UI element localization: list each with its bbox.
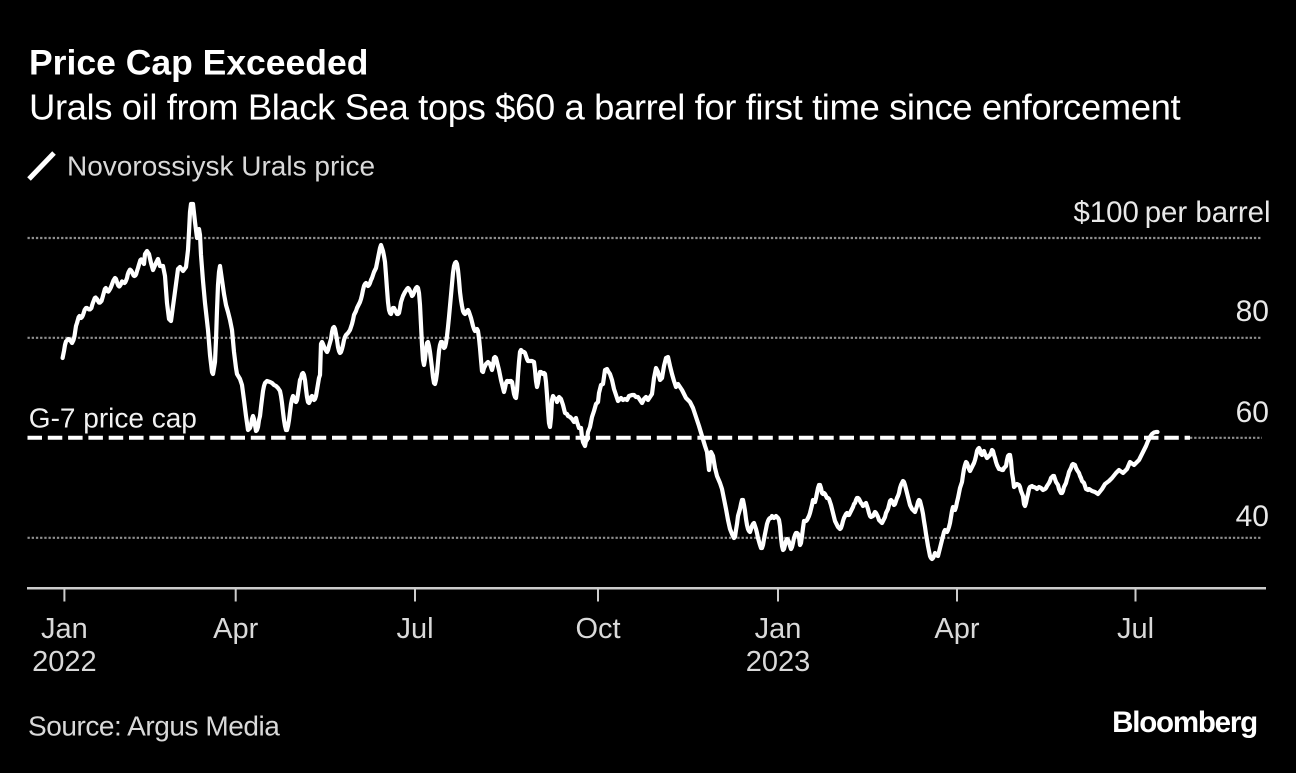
- svg-text:Oct: Oct: [575, 613, 620, 645]
- svg-text:Novorossiysk Urals price: Novorossiysk Urals price: [67, 151, 375, 182]
- svg-text:80: 80: [1236, 295, 1269, 328]
- svg-text:60: 60: [1236, 396, 1269, 429]
- svg-text:Price Cap Exceeded: Price Cap Exceeded: [29, 43, 368, 83]
- svg-text:Source: Argus Media: Source: Argus Media: [28, 711, 280, 742]
- svg-text:Jul: Jul: [1117, 613, 1154, 645]
- svg-text:Urals oil from Black Sea tops: Urals oil from Black Sea tops $60 a barr…: [29, 87, 1180, 128]
- svg-text:Jan: Jan: [755, 613, 802, 645]
- svg-text:Jul: Jul: [396, 613, 433, 645]
- svg-text:$100 per barrel: $100 per barrel: [1073, 196, 1270, 229]
- svg-text:2022: 2022: [32, 646, 97, 678]
- svg-text:Jan: Jan: [41, 613, 88, 645]
- svg-text:Apr: Apr: [213, 613, 258, 645]
- svg-text:G-7 price cap: G-7 price cap: [29, 403, 197, 434]
- svg-text:2023: 2023: [746, 646, 811, 678]
- svg-text:Bloomberg: Bloomberg: [1112, 706, 1257, 739]
- svg-text:40: 40: [1236, 500, 1269, 533]
- svg-text:Apr: Apr: [934, 613, 979, 645]
